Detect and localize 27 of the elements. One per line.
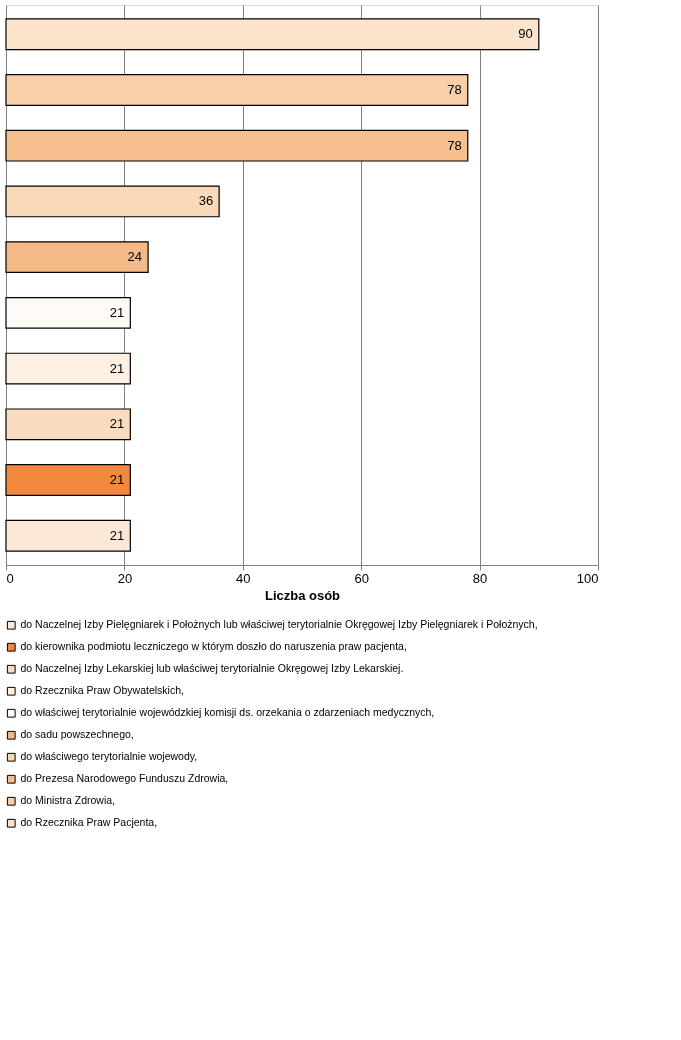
legend-label: do Rzecznika Praw Obywatelskich, bbox=[20, 684, 184, 697]
legend-label: do Naczelnej Izby Pielęgniarek i Położnych lub właściwej terytorialnie Okręgowej Izby Pielęgniarek i Położnych, bbox=[20, 618, 538, 631]
data-label: 36 bbox=[198, 193, 214, 209]
data-label: 21 bbox=[109, 472, 125, 488]
x-axis-title: Liczba osób bbox=[264, 587, 341, 603]
data-label: 90 bbox=[518, 26, 533, 42]
x-tick-label: 20 bbox=[117, 570, 133, 586]
legend-label: do sadu powszechnego, bbox=[20, 728, 134, 741]
x-tick-label: 40 bbox=[236, 570, 251, 586]
x-tick-label: 60 bbox=[354, 570, 369, 586]
data-label: 21 bbox=[109, 527, 125, 543]
x-tick-label: 100 bbox=[576, 570, 599, 586]
data-label: 21 bbox=[109, 416, 125, 432]
legend-label: do właściwego terytorialnie wojewody, bbox=[20, 750, 198, 763]
data-label: 24 bbox=[127, 249, 143, 265]
data-label: 78 bbox=[447, 137, 462, 153]
legend-label: do Prezesa Narodowego Funduszu Zdrowia, bbox=[20, 772, 229, 785]
x-tick-label: 80 bbox=[472, 570, 488, 586]
legend-label: do właściwej terytorialnie wojewódzkiej komisji ds. orzekania o zdarzeniach medycznych, bbox=[20, 706, 435, 719]
legend-label: do kierownika podmiotu leczniczego w którym doszło do naruszenia praw pacjenta, bbox=[20, 640, 407, 653]
legend-label: do Naczelnej Izby Lekarskiej lub właściwej terytorialnie Okręgowej Izby Lekarskiej. bbox=[20, 662, 404, 675]
data-label: 21 bbox=[109, 304, 125, 320]
legend-label: do Rzecznika Praw Pacjenta, bbox=[20, 816, 158, 829]
x-tick-label: 0 bbox=[6, 570, 14, 586]
legend-label: do Ministra Zdrowia, bbox=[20, 794, 116, 807]
data-label: 21 bbox=[109, 360, 125, 376]
data-label: 78 bbox=[447, 81, 462, 97]
